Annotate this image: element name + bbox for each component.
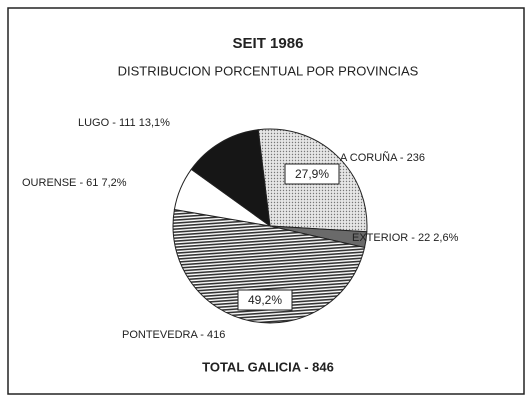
pie-slice	[190, 129, 271, 228]
slice-label: OURENSE - 61 7,2%	[22, 177, 127, 189]
total-label: TOTAL GALICIA - 846	[202, 359, 334, 374]
label-box	[237, 289, 293, 311]
slice-label: PONTEVEDRA - 416	[122, 329, 225, 341]
label-box	[284, 163, 340, 185]
slice-label: A CORUÑA - 236	[340, 151, 425, 164]
chart-subtitle: DISTRIBUCION PORCENTUAL POR PROVINCIAS	[118, 63, 419, 78]
chart-title: SEIT 1986	[233, 35, 304, 52]
pie-slice	[172, 208, 366, 324]
percent-label: 27,9%	[295, 167, 329, 181]
slice-label: LUGO - 111 13,1%	[78, 117, 170, 129]
slice-label: EXTERIOR - 22 2,6%	[352, 232, 459, 244]
percent-label: 49,2%	[248, 293, 282, 307]
